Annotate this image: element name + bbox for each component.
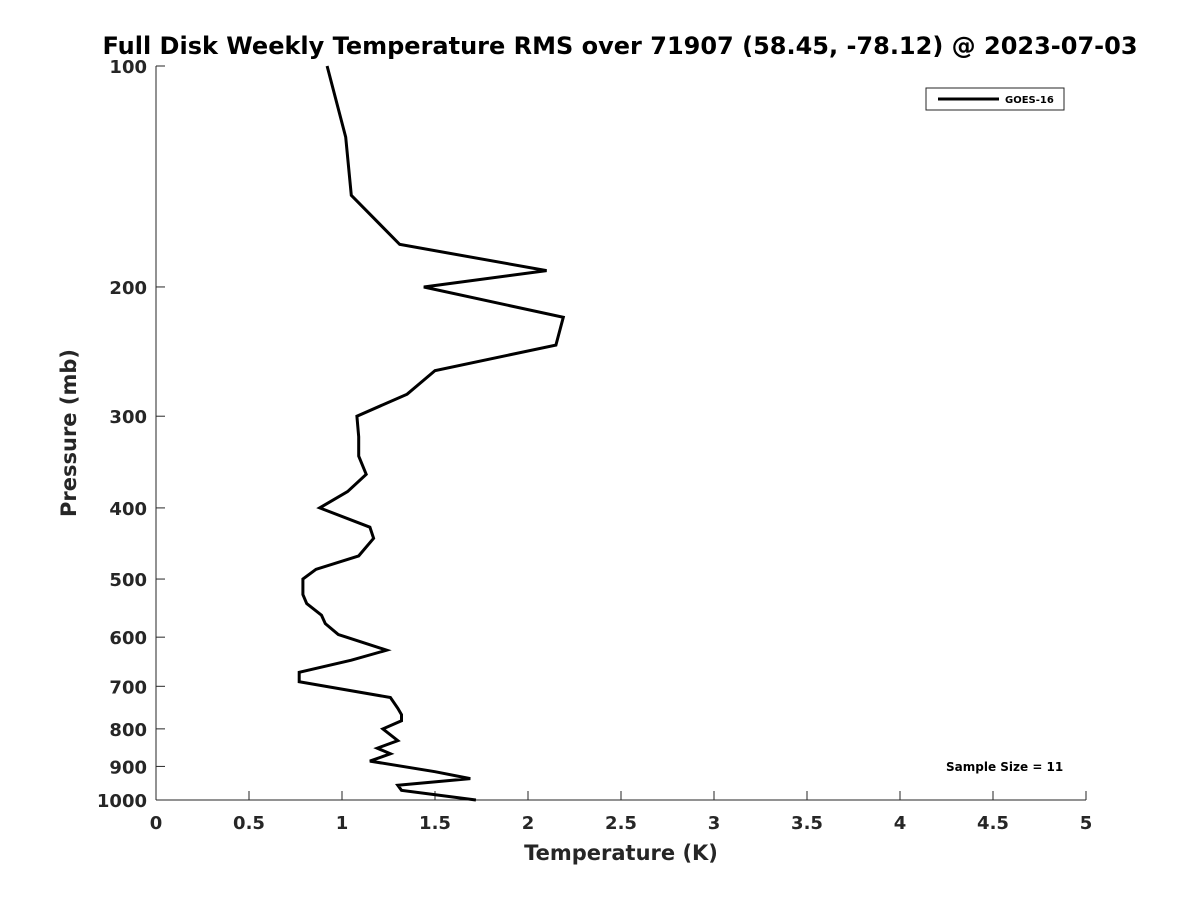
y-tick-label: 500	[109, 570, 147, 591]
x-axis-label: Temperature (K)	[524, 841, 718, 865]
x-tick-label: 3	[708, 813, 721, 834]
x-tick-label: 5	[1080, 813, 1093, 834]
x-tick-label: 3.5	[791, 813, 823, 834]
y-tick-label: 800	[109, 720, 147, 741]
y-axis-label: Pressure (mb)	[57, 349, 81, 517]
x-tick-label: 1.5	[419, 813, 451, 834]
y-tick-label: 600	[109, 628, 147, 649]
y-tick-label: 400	[109, 499, 147, 520]
x-tick-label: 0	[150, 813, 163, 834]
chart-title: Full Disk Weekly Temperature RMS over 71…	[102, 32, 1137, 60]
x-tick-label: 2.5	[605, 813, 637, 834]
y-tick-label: 900	[109, 757, 147, 778]
y-axis-ticks: 100 200 300 400 500 600 700 800 900 1000	[97, 57, 165, 812]
x-tick-label: 0.5	[233, 813, 265, 834]
sample-size-annotation: Sample Size = 11	[946, 760, 1063, 774]
legend-entry-goes16: GOES-16	[1005, 95, 1054, 106]
legend: GOES-16	[925, 87, 1065, 111]
x-tick-label: 2	[522, 813, 535, 834]
plot-area	[156, 66, 1086, 800]
y-tick-label: 200	[109, 278, 147, 299]
x-tick-label: 4.5	[977, 813, 1009, 834]
x-tick-label: 4	[894, 813, 907, 834]
x-axis-ticks: 0 0.5 1 1.5 2 2.5 3 3.5 4 4.5 5	[150, 791, 1093, 834]
y-tick-label: 700	[109, 677, 147, 698]
y-tick-label: 300	[109, 407, 147, 428]
y-tick-label: 1000	[97, 791, 147, 812]
x-tick-label: 1	[336, 813, 349, 834]
series-line-goes16	[297, 65, 566, 802]
y-tick-label: 100	[109, 57, 147, 78]
